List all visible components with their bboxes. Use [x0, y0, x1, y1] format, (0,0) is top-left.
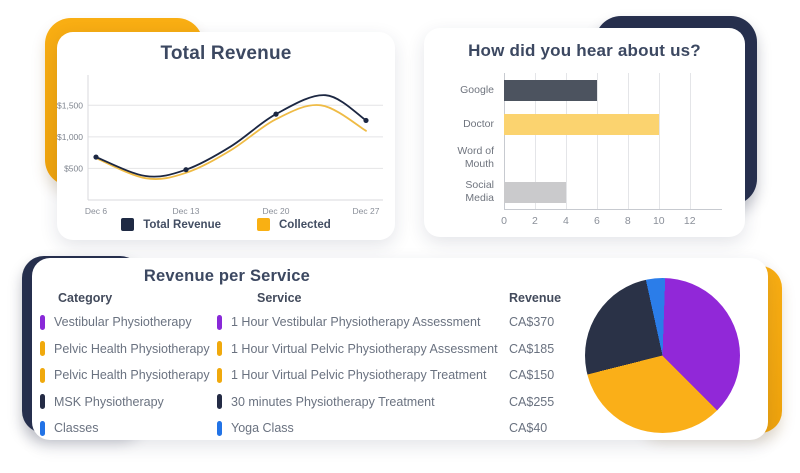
bar-track — [504, 148, 713, 169]
bar-chart-y-axis — [504, 73, 505, 209]
legend-label-collected: Collected — [278, 218, 331, 231]
category-cell: Pelvic Health Physiotherapy — [54, 368, 210, 383]
revenue-per-service-title: Revenue per Service — [143, 267, 311, 285]
revenue-cell: CA$255 — [509, 394, 555, 409]
x-gridline — [596, 73, 598, 209]
data-point — [363, 117, 369, 124]
category-color-marker — [40, 420, 45, 436]
legend-item-collected[interactable]: Collected — [256, 218, 331, 231]
bar-row: Social Media — [446, 175, 726, 209]
column-header-category: Category — [58, 290, 113, 305]
total-revenue-line-chart: $500 $1,000 $1,500 Dec 6 Dec 13 Dec 20 Dec 27 — [57, 75, 383, 216]
service-color-marker — [217, 420, 222, 436]
category-color-marker — [40, 394, 45, 410]
service-cell: 30 minutes Physiotherapy Treatment — [231, 394, 435, 409]
x-tick-label: 0 — [501, 215, 507, 227]
category-color-marker — [40, 367, 45, 383]
x-tick-label: 2 — [532, 215, 538, 227]
category-cell: MSK Physiotherapy — [54, 394, 164, 409]
column-header-revenue: Revenue — [509, 290, 562, 305]
referral-source-title: How did you hear about us? — [468, 41, 701, 60]
y-tick-label: $1,000 — [57, 132, 83, 142]
x-gridline — [658, 73, 660, 209]
revenue-cell: CA$40 — [509, 421, 548, 436]
service-color-marker — [217, 367, 222, 383]
service-cell: Yoga Class — [231, 421, 294, 436]
bar-track — [504, 181, 713, 203]
revenue-cell: CA$150 — [509, 368, 555, 383]
legend-swatch-total-revenue — [121, 218, 135, 231]
category-color-marker — [40, 314, 45, 330]
bar-chart-x-axis — [504, 209, 722, 210]
revenue-share-pie-chart — [585, 278, 740, 433]
x-tick-label: 6 — [593, 215, 600, 227]
line-chart-legend: Total Revenue Collected — [57, 218, 395, 231]
x-tick-label: Dec 27 — [353, 206, 380, 216]
bar-category-label: Word of Mouth — [457, 145, 494, 170]
x-gridline — [565, 73, 567, 209]
service-color-marker — [217, 341, 222, 357]
table-row: Vestibular Physiotherapy 1 Hour Vestibul… — [40, 309, 597, 336]
table-row: Classes Yoga Class CA$40 — [40, 415, 597, 442]
bar-category-label: Google — [460, 83, 494, 96]
bar-row: Google — [446, 73, 726, 107]
service-cell: 1 Hour Vestibular Physiotherapy Assessme… — [231, 315, 481, 330]
data-point — [273, 111, 279, 117]
category-color-marker — [40, 341, 45, 357]
category-cell: Classes — [54, 421, 99, 436]
revenue-cell: CA$370 — [509, 315, 555, 330]
y-tick-label: $500 — [64, 163, 83, 173]
referral-source-card: How did you hear about us? Google Doctor W… — [424, 28, 745, 237]
category-cell: Vestibular Physiotherapy — [54, 315, 192, 330]
x-gridline — [689, 73, 691, 209]
legend-label-total-revenue: Total Revenue — [143, 218, 221, 231]
bar-chart-gridlines — [446, 73, 726, 209]
legend-item-total-revenue[interactable]: Total Revenue — [121, 218, 221, 231]
table-row: Pelvic Health Physiotherapy 1 Hour Virtu… — [40, 362, 597, 389]
table-row: MSK Physiotherapy 30 minutes Physiothera… — [40, 389, 597, 416]
revenue-per-service-card: Revenue per Service Category Service Rev… — [32, 258, 768, 440]
x-tick-label: 12 — [683, 215, 696, 227]
total-revenue-card: Total Revenue $500 $1,000 $1,500 Dec 6 Dec 1… — [57, 32, 395, 240]
revenue-cell: CA$185 — [509, 341, 555, 356]
category-cell: Pelvic Health Physiotherapy — [54, 341, 210, 356]
bar-google — [504, 79, 597, 101]
bar-track — [504, 79, 713, 101]
bar-doctor — [504, 113, 659, 135]
bar-category-label: Doctor — [463, 117, 494, 130]
column-header-service: Service — [257, 290, 302, 305]
x-tick-label: 10 — [652, 215, 665, 227]
bar-social-media — [504, 181, 566, 203]
referral-source-bar-chart: Google Doctor Word of Mouth Social Media 0 2 4… — [446, 73, 726, 239]
service-cell: 1 Hour Virtual Pelvic Physiotherapy Asse… — [231, 341, 498, 356]
x-tick-label: 4 — [563, 215, 569, 227]
bar-track — [504, 113, 713, 135]
table-header-row: Category Service Revenue — [40, 289, 597, 306]
y-tick-label: $1,500 — [57, 100, 83, 110]
data-point — [93, 154, 99, 160]
x-gridline — [627, 73, 629, 209]
bar-row: Word of Mouth — [446, 141, 726, 175]
legend-swatch-collected — [256, 218, 270, 231]
data-point — [183, 167, 189, 173]
x-tick-label: Dec 20 — [263, 206, 290, 216]
service-color-marker — [217, 394, 222, 410]
total-revenue-title: Total Revenue — [160, 43, 292, 64]
x-gridline — [534, 73, 536, 209]
service-cell: 1 Hour Virtual Pelvic Physiotherapy Trea… — [231, 368, 487, 383]
table-row: Pelvic Health Physiotherapy 1 Hour Virtu… — [40, 336, 597, 363]
x-tick-label: Dec 6 — [85, 206, 107, 216]
x-tick-label: Dec 13 — [173, 206, 200, 216]
x-tick-label: 8 — [624, 215, 631, 227]
line-series-collected — [95, 104, 367, 180]
service-color-marker — [217, 314, 222, 330]
bar-row: Doctor — [446, 107, 726, 141]
line-series-total-revenue — [95, 94, 367, 178]
bar-category-label: Social Media — [465, 179, 494, 204]
revenue-per-service-table: Category Service Revenue Vestibular Phys… — [40, 289, 597, 442]
